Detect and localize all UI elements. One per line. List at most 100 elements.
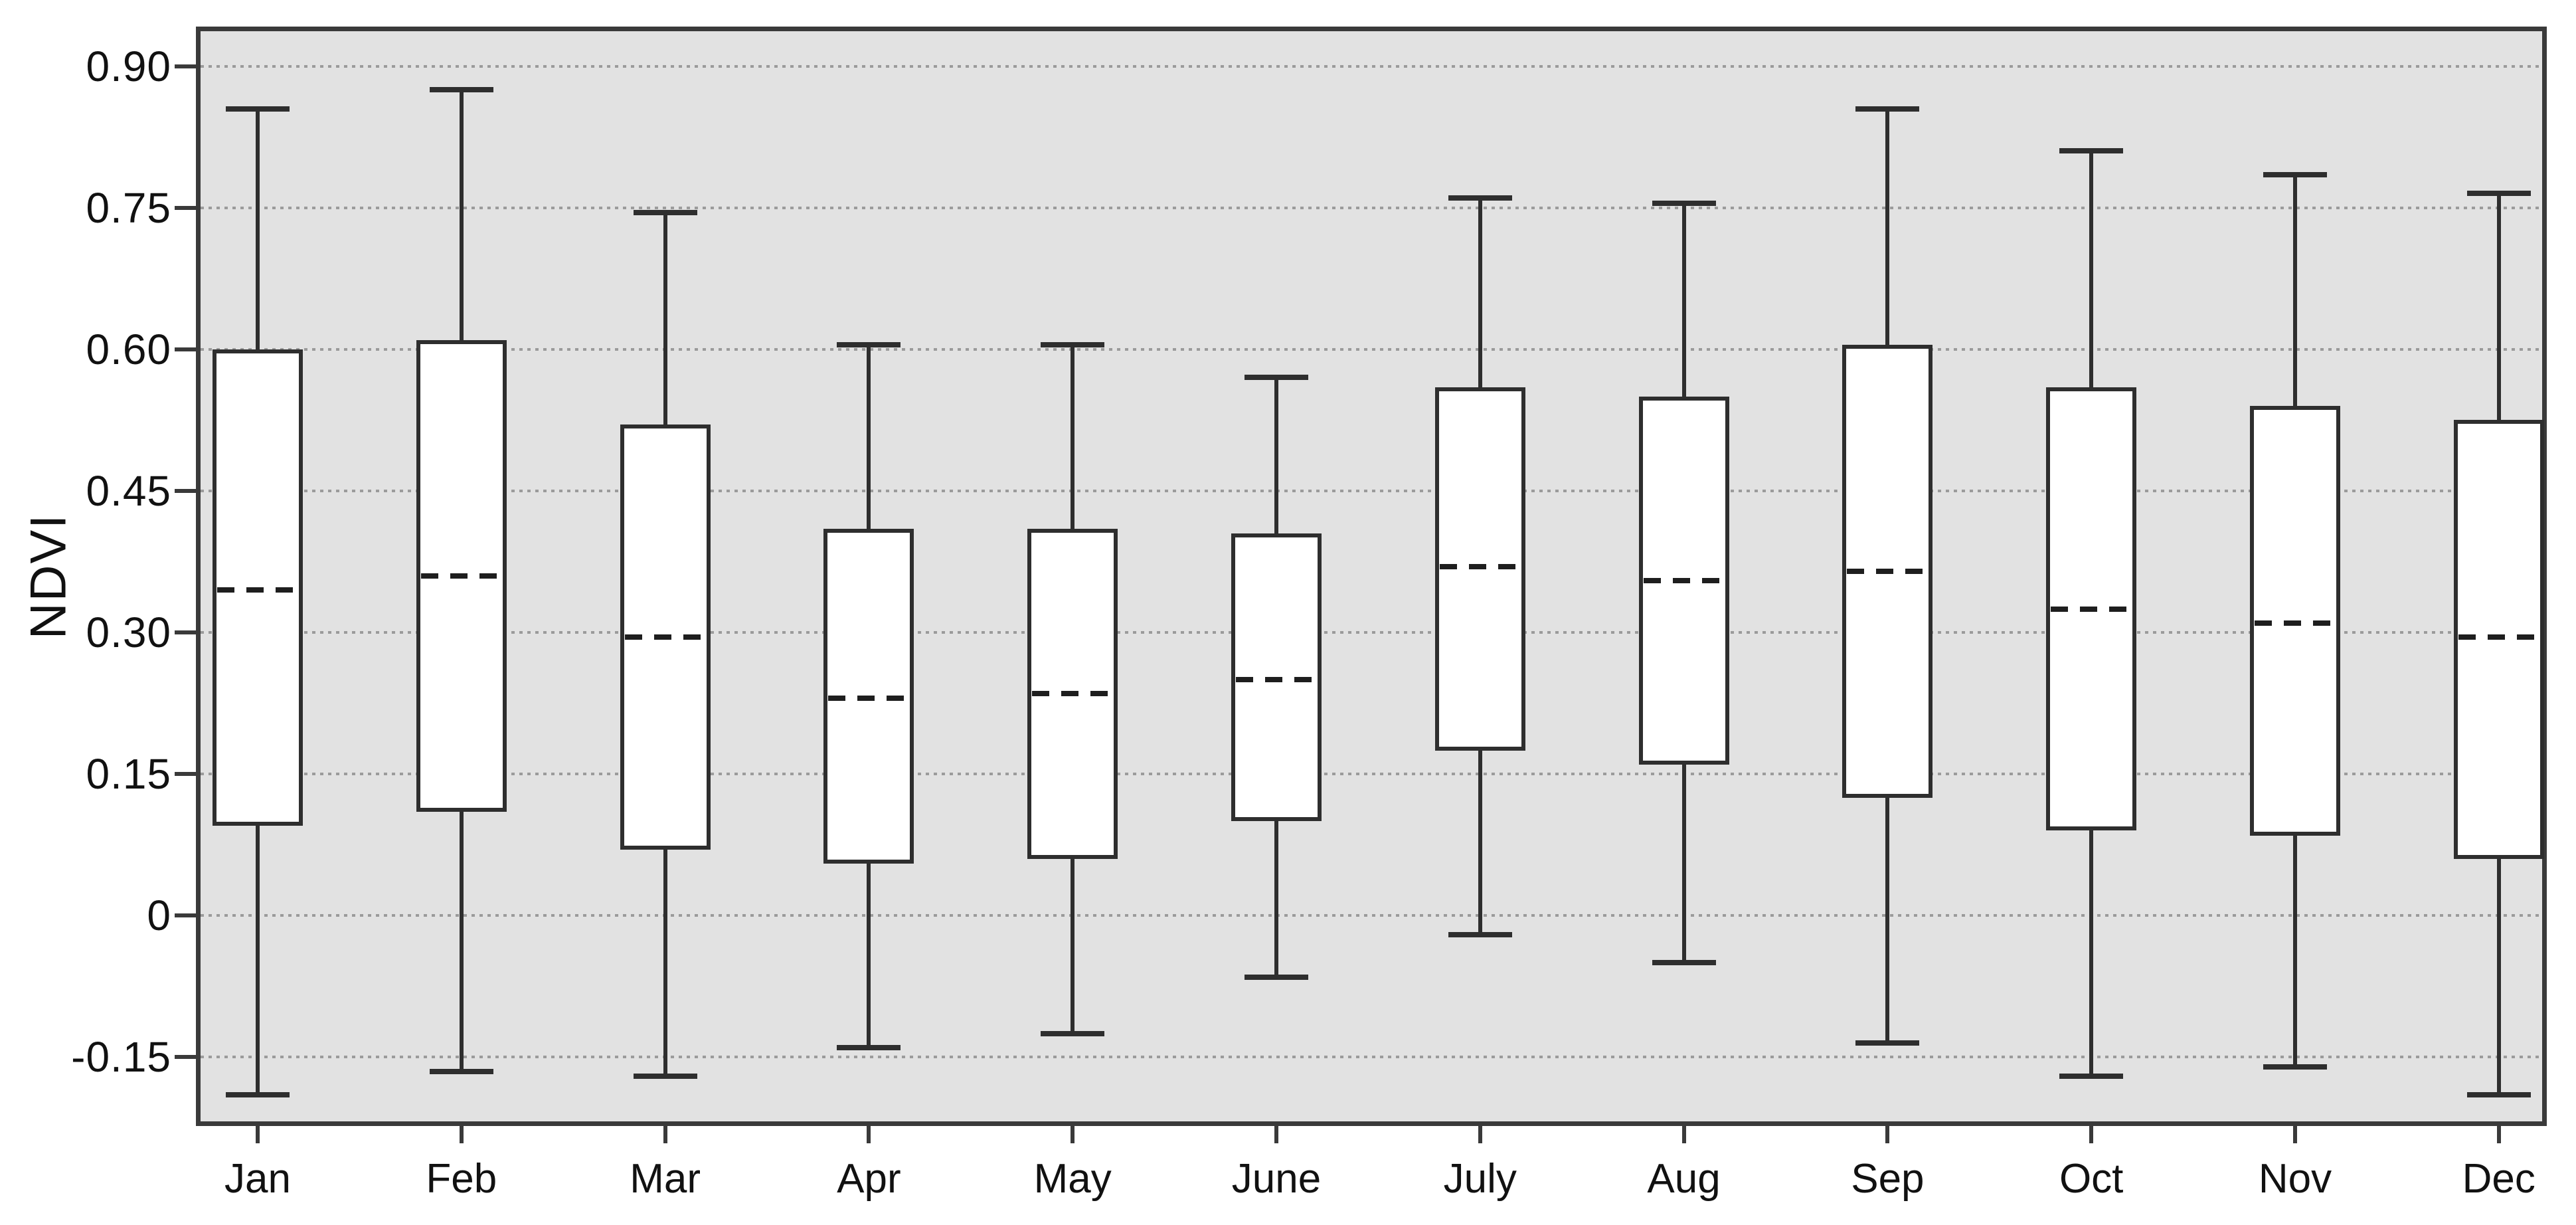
x-tick-mark (1071, 1126, 1074, 1143)
lower-whisker (460, 812, 464, 1072)
x-tick-mark (1682, 1126, 1686, 1143)
upper-whisker (256, 109, 260, 349)
x-tick-mark (2293, 1126, 2297, 1143)
upper-whisker (2089, 151, 2093, 387)
y-tick-label: 0 (0, 892, 171, 939)
month-label: Aug (1578, 1157, 1790, 1201)
y-gridline (201, 490, 2542, 492)
median-line (2458, 634, 2539, 640)
upper-whisker-cap (2467, 191, 2531, 196)
median-line (1032, 691, 1113, 696)
month-label: Mar (559, 1157, 772, 1201)
month-label: Dec (2393, 1157, 2576, 1201)
lower-whisker-cap (226, 1092, 290, 1097)
lower-whisker (256, 826, 260, 1095)
x-tick-mark (2089, 1126, 2093, 1143)
lower-whisker-cap (2467, 1092, 2531, 1097)
upper-whisker (867, 345, 871, 529)
y-tick-label: 0.60 (0, 326, 171, 373)
lower-whisker-cap (2059, 1074, 2123, 1079)
median-line (2255, 620, 2336, 626)
ndvi-monthly-boxplot-figure: 0.900.750.600.450.300.150-0.15 JanFebMar… (0, 0, 2576, 1225)
lower-whisker-cap (1448, 932, 1512, 937)
y-axis-title: NDVI (20, 513, 78, 639)
y-gridline (201, 348, 2542, 351)
lower-whisker (1274, 821, 1278, 977)
upper-whisker-cap (2059, 148, 2123, 153)
x-tick-mark (1478, 1126, 1482, 1143)
lower-whisker (2497, 859, 2501, 1095)
x-tick-mark (1885, 1126, 1889, 1143)
plot-content-layer (201, 31, 2542, 1121)
lower-whisker (1885, 798, 1889, 1043)
lower-whisker-cap (634, 1074, 697, 1079)
lower-whisker-cap (1652, 960, 1716, 965)
x-tick-mark (256, 1126, 260, 1143)
median-line (1440, 564, 1521, 569)
upper-whisker-cap (2263, 172, 2327, 177)
lower-whisker (867, 864, 871, 1048)
month-label: June (1170, 1157, 1383, 1201)
month-label: Oct (1985, 1157, 2197, 1201)
upper-whisker-cap (634, 210, 697, 215)
median-line (217, 587, 298, 593)
upper-whisker (1071, 345, 1074, 529)
x-tick-mark (867, 1126, 871, 1143)
upper-whisker-cap (226, 106, 290, 112)
y-gridline (201, 914, 2542, 917)
median-line (421, 573, 502, 579)
y-gridline (201, 773, 2542, 775)
y-gridline (201, 207, 2542, 209)
upper-whisker (460, 90, 464, 340)
median-line (2051, 607, 2132, 612)
y-gridline (201, 1056, 2542, 1058)
upper-whisker (2497, 193, 2501, 420)
upper-whisker-cap (1245, 375, 1308, 380)
x-tick-mark (2497, 1126, 2501, 1143)
y-tick-mark (175, 913, 196, 917)
x-tick-mark (1274, 1126, 1278, 1143)
month-label: May (966, 1157, 1179, 1201)
upper-whisker-cap (1041, 342, 1104, 347)
lower-whisker-cap (1855, 1040, 1919, 1046)
lower-whisker (1071, 859, 1074, 1034)
upper-whisker (1274, 377, 1278, 533)
y-tick-label: 0.15 (0, 751, 171, 797)
x-tick-mark (663, 1126, 667, 1143)
lower-whisker (1682, 765, 1686, 963)
upper-whisker (1885, 109, 1889, 345)
y-tick-mark (175, 630, 196, 634)
y-tick-mark (175, 206, 196, 210)
lower-whisker (1478, 751, 1482, 935)
median-line (1847, 569, 1928, 574)
y-tick-mark (175, 772, 196, 776)
month-label: Sep (1781, 1157, 1994, 1201)
month-label: Nov (2189, 1157, 2401, 1201)
upper-whisker (1682, 203, 1686, 397)
median-line (828, 696, 909, 701)
upper-whisker-cap (1652, 201, 1716, 206)
upper-whisker (663, 213, 667, 425)
lower-whisker-cap (430, 1069, 493, 1074)
lower-whisker-cap (2263, 1064, 2327, 1070)
upper-whisker-cap (837, 342, 901, 347)
median-line (625, 634, 706, 640)
y-tick-mark (175, 489, 196, 493)
y-tick-label: 0.75 (0, 185, 171, 231)
y-gridline (201, 631, 2542, 634)
month-label: Jan (151, 1157, 364, 1201)
median-line (1236, 677, 1317, 682)
lower-whisker-cap (837, 1045, 901, 1050)
x-tick-mark (460, 1126, 464, 1143)
y-axis-title-box: NDVI (12, 463, 85, 689)
upper-whisker-cap (430, 87, 493, 92)
median-line (1644, 578, 1725, 583)
lower-whisker (2293, 836, 2297, 1067)
upper-whisker (2293, 175, 2297, 406)
month-label: Feb (355, 1157, 568, 1201)
y-tick-mark (175, 347, 196, 351)
lower-whisker (663, 850, 667, 1076)
y-tick-mark (175, 1055, 196, 1059)
upper-whisker-cap (1448, 195, 1512, 201)
lower-whisker (2089, 830, 2093, 1076)
